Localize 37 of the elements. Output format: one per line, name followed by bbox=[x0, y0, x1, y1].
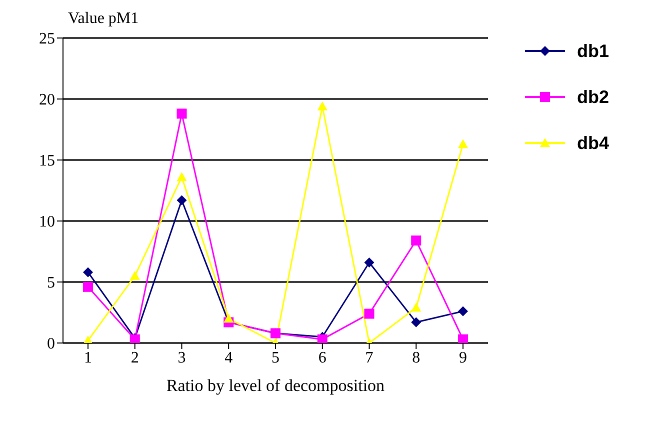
point bbox=[411, 317, 422, 328]
point bbox=[130, 270, 140, 280]
point bbox=[458, 334, 468, 343]
y-tick-label: 25 bbox=[39, 30, 55, 48]
point bbox=[364, 257, 374, 268]
point bbox=[83, 282, 93, 292]
point bbox=[317, 101, 328, 110]
x-tick-label: 1 bbox=[84, 349, 92, 366]
legend-label: db2 bbox=[577, 86, 610, 108]
x-tick-label: 5 bbox=[272, 349, 280, 366]
x-tick-label: 4 bbox=[224, 349, 233, 366]
x-tick-label: 8 bbox=[412, 349, 420, 366]
y-tick-label: 5 bbox=[47, 274, 55, 292]
point bbox=[458, 139, 468, 148]
point bbox=[364, 308, 374, 319]
point bbox=[176, 172, 187, 182]
x-tick-label: 3 bbox=[178, 349, 186, 366]
y-axis-title: Value pM1 bbox=[68, 10, 139, 28]
x-tick-label: 7 bbox=[365, 349, 374, 366]
point bbox=[83, 267, 93, 278]
x-axis-title: Ratio by level of decomposition bbox=[166, 376, 386, 395]
x-tick-label: 9 bbox=[459, 349, 467, 366]
y-tick-label: 20 bbox=[39, 92, 55, 109]
y-tick-label: 15 bbox=[39, 152, 55, 170]
point bbox=[176, 195, 187, 206]
legend-label: db4 bbox=[577, 132, 610, 154]
point bbox=[176, 108, 187, 119]
x-tick-label: 2 bbox=[130, 349, 139, 366]
point bbox=[317, 334, 328, 343]
point bbox=[411, 236, 422, 246]
x-tick-label: 6 bbox=[318, 349, 326, 366]
y-tick-label: 10 bbox=[39, 214, 55, 231]
y-tick-label: 0 bbox=[47, 336, 55, 353]
point bbox=[224, 314, 234, 323]
point bbox=[458, 306, 468, 316]
legend-label: db1 bbox=[577, 40, 610, 62]
point bbox=[411, 302, 422, 312]
